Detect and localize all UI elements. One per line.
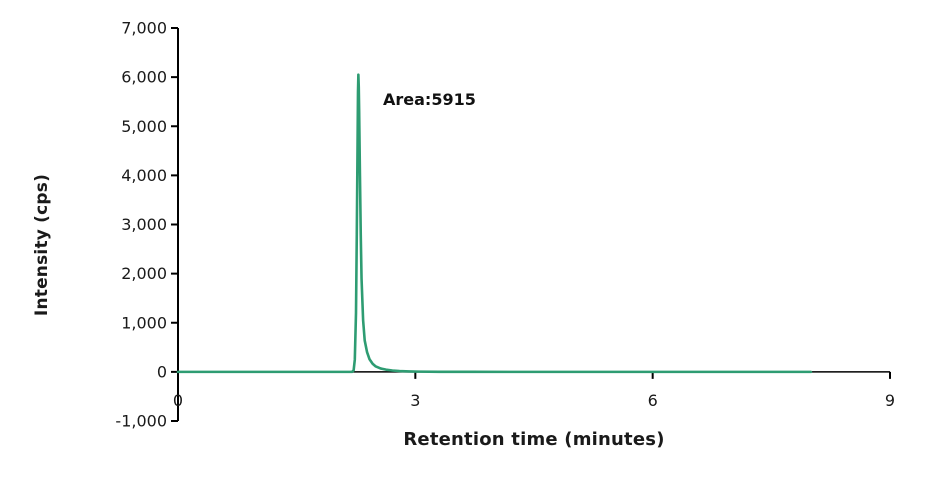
y-tick-label: 7,000 bbox=[121, 19, 167, 38]
y-axis-title: Intensity (cps) bbox=[32, 173, 52, 317]
chromatogram-trace bbox=[176, 73, 813, 374]
y-tick-label: 6,000 bbox=[121, 68, 167, 87]
peak-area-annotation: Area:5915 bbox=[383, 90, 476, 109]
y-tick-label: 3,000 bbox=[121, 215, 167, 234]
y-tick-label: 0 bbox=[157, 362, 167, 381]
x-axis-title: Retention time (minutes) bbox=[403, 429, 665, 450]
x-tick-label: 3 bbox=[410, 391, 420, 410]
x-tick-label: 9 bbox=[885, 391, 895, 410]
y-tick-label: 4,000 bbox=[121, 166, 167, 185]
y-tick-label: -1,000 bbox=[115, 412, 167, 431]
y-tick-label: 2,000 bbox=[121, 264, 167, 283]
y-tick-label: 5,000 bbox=[121, 117, 167, 136]
x-tick-label: 6 bbox=[648, 391, 658, 410]
x-tick-label: 0 bbox=[173, 391, 183, 410]
y-tick-label: 1,000 bbox=[121, 313, 167, 332]
